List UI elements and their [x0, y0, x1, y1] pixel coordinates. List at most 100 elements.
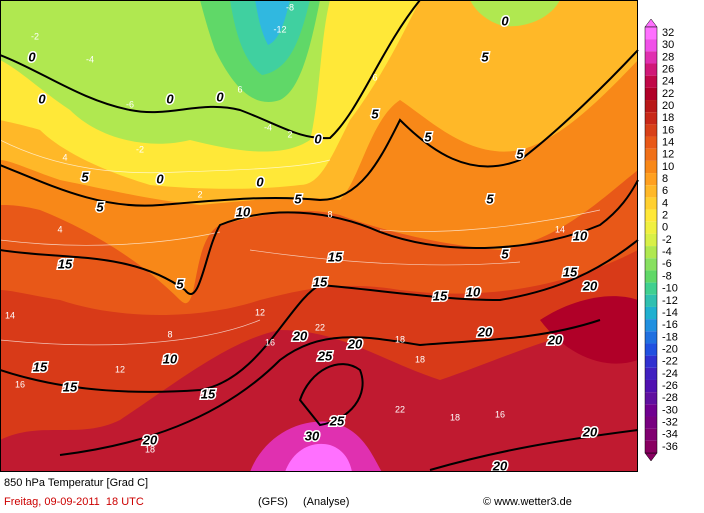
value-label: 4: [62, 152, 67, 162]
value-label: 12: [255, 307, 265, 317]
contour-label: 15: [63, 379, 78, 394]
value-label: -8: [286, 2, 294, 12]
legend-frame: [644, 26, 658, 454]
contour-label: 0: [216, 89, 224, 104]
legend-label: -22: [662, 356, 678, 368]
footer-date: Freitag, 09-09-2011 18 UTC: [4, 496, 144, 508]
contour-label: 15: [563, 264, 578, 279]
value-label: 14: [5, 310, 15, 320]
footer-model: (GFS): [258, 496, 288, 508]
contour-label: 5: [516, 146, 524, 161]
legend-label: 24: [662, 76, 674, 88]
legend-label: -36: [662, 441, 678, 453]
legend-swatch: [645, 294, 657, 307]
value-label: -6: [126, 99, 134, 109]
legend: 32302826242220181614121086420-2-4-6-8-10…: [644, 18, 678, 462]
value-label: 6: [237, 84, 242, 94]
contour-label: 25: [317, 348, 333, 363]
legend-label: -26: [662, 380, 678, 392]
value-label: 22: [315, 322, 325, 332]
contour-label: 0: [314, 131, 322, 146]
value-label: -12: [273, 24, 286, 34]
value-label: 14: [555, 224, 565, 234]
legend-swatch: [645, 100, 657, 113]
legend-swatch: [645, 63, 657, 76]
contour-label: 0: [501, 13, 509, 28]
contour-label: 5: [424, 129, 432, 144]
value-label: 12: [115, 364, 125, 374]
contour-label: 5: [501, 246, 509, 261]
legend-swatch: [645, 319, 657, 332]
contour-label: 20: [582, 424, 598, 439]
legend-label: 16: [662, 124, 674, 136]
value-label: 2: [197, 189, 202, 199]
value-label: 6: [372, 72, 377, 82]
contour-20: [59, 319, 639, 471]
legend-label: 10: [662, 161, 674, 173]
legend-label: 4: [662, 197, 668, 209]
contour-label: 20: [547, 332, 563, 347]
value-label: 18: [415, 354, 425, 364]
legend-swatch: [645, 282, 657, 295]
contour-label: 20: [292, 328, 308, 343]
value-label: 18: [450, 412, 460, 422]
value-label: 18: [145, 444, 155, 454]
legend-swatch: [645, 367, 657, 380]
contour-label: 0: [38, 91, 46, 106]
contour-label: 10: [466, 284, 481, 299]
legend-swatch: [645, 27, 657, 40]
value-label: -4: [264, 122, 272, 132]
legend-swatch: [645, 392, 657, 405]
value-label: 16: [15, 379, 25, 389]
contour-label: 5: [294, 191, 302, 206]
footer-credit: © www.wetter3.de: [483, 496, 572, 508]
legend-label: -4: [662, 246, 672, 258]
contour-label: 0: [28, 49, 36, 64]
legend-swatch: [645, 197, 657, 210]
legend-label: -10: [662, 283, 678, 295]
legend-swatch: [645, 343, 657, 356]
value-label: 22: [395, 404, 405, 414]
contour-0: [0, 0, 421, 140]
legend-label: -16: [662, 319, 678, 331]
legend-label: 2: [662, 210, 668, 222]
legend-label: -18: [662, 331, 678, 343]
legend-label: 32: [662, 27, 674, 39]
contour-25: [298, 363, 364, 427]
contour-label: 5: [96, 199, 104, 214]
contour-label: 5: [481, 49, 489, 64]
legend-label: -34: [662, 429, 678, 441]
legend-label: 12: [662, 149, 674, 161]
legend-label: 8: [662, 173, 668, 185]
legend-swatch: [645, 173, 657, 186]
patch-north: [470, 0, 560, 27]
legend-swatch: [645, 379, 657, 393]
legend-swatch: [645, 124, 657, 137]
contour-label: 0: [256, 174, 264, 189]
legend-swatch: [645, 416, 657, 429]
legend-swatch: [645, 246, 657, 259]
legend-swatch: [645, 221, 657, 234]
contour-label: 25: [329, 413, 345, 428]
contour-label: 10: [163, 351, 178, 366]
legend-swatch: [645, 209, 657, 222]
legend-label: 18: [662, 112, 674, 124]
legend-swatch: [645, 160, 657, 174]
value-label: 16: [265, 337, 275, 347]
contour-10: [0, 179, 639, 295]
value-label: -4: [86, 54, 94, 64]
warm-east: [540, 296, 638, 364]
value-label: 16: [495, 409, 505, 419]
band-minus-14: [255, 0, 290, 45]
legend-swatch: [645, 331, 657, 344]
legend-swatch: [645, 306, 657, 320]
legend-swatch: [645, 75, 657, 88]
legend-label: -24: [662, 368, 678, 380]
legend-swatch: [645, 39, 657, 52]
contour-label: 20: [492, 458, 508, 473]
contour-label: 30: [305, 428, 320, 443]
contour-label: 15: [433, 288, 448, 303]
